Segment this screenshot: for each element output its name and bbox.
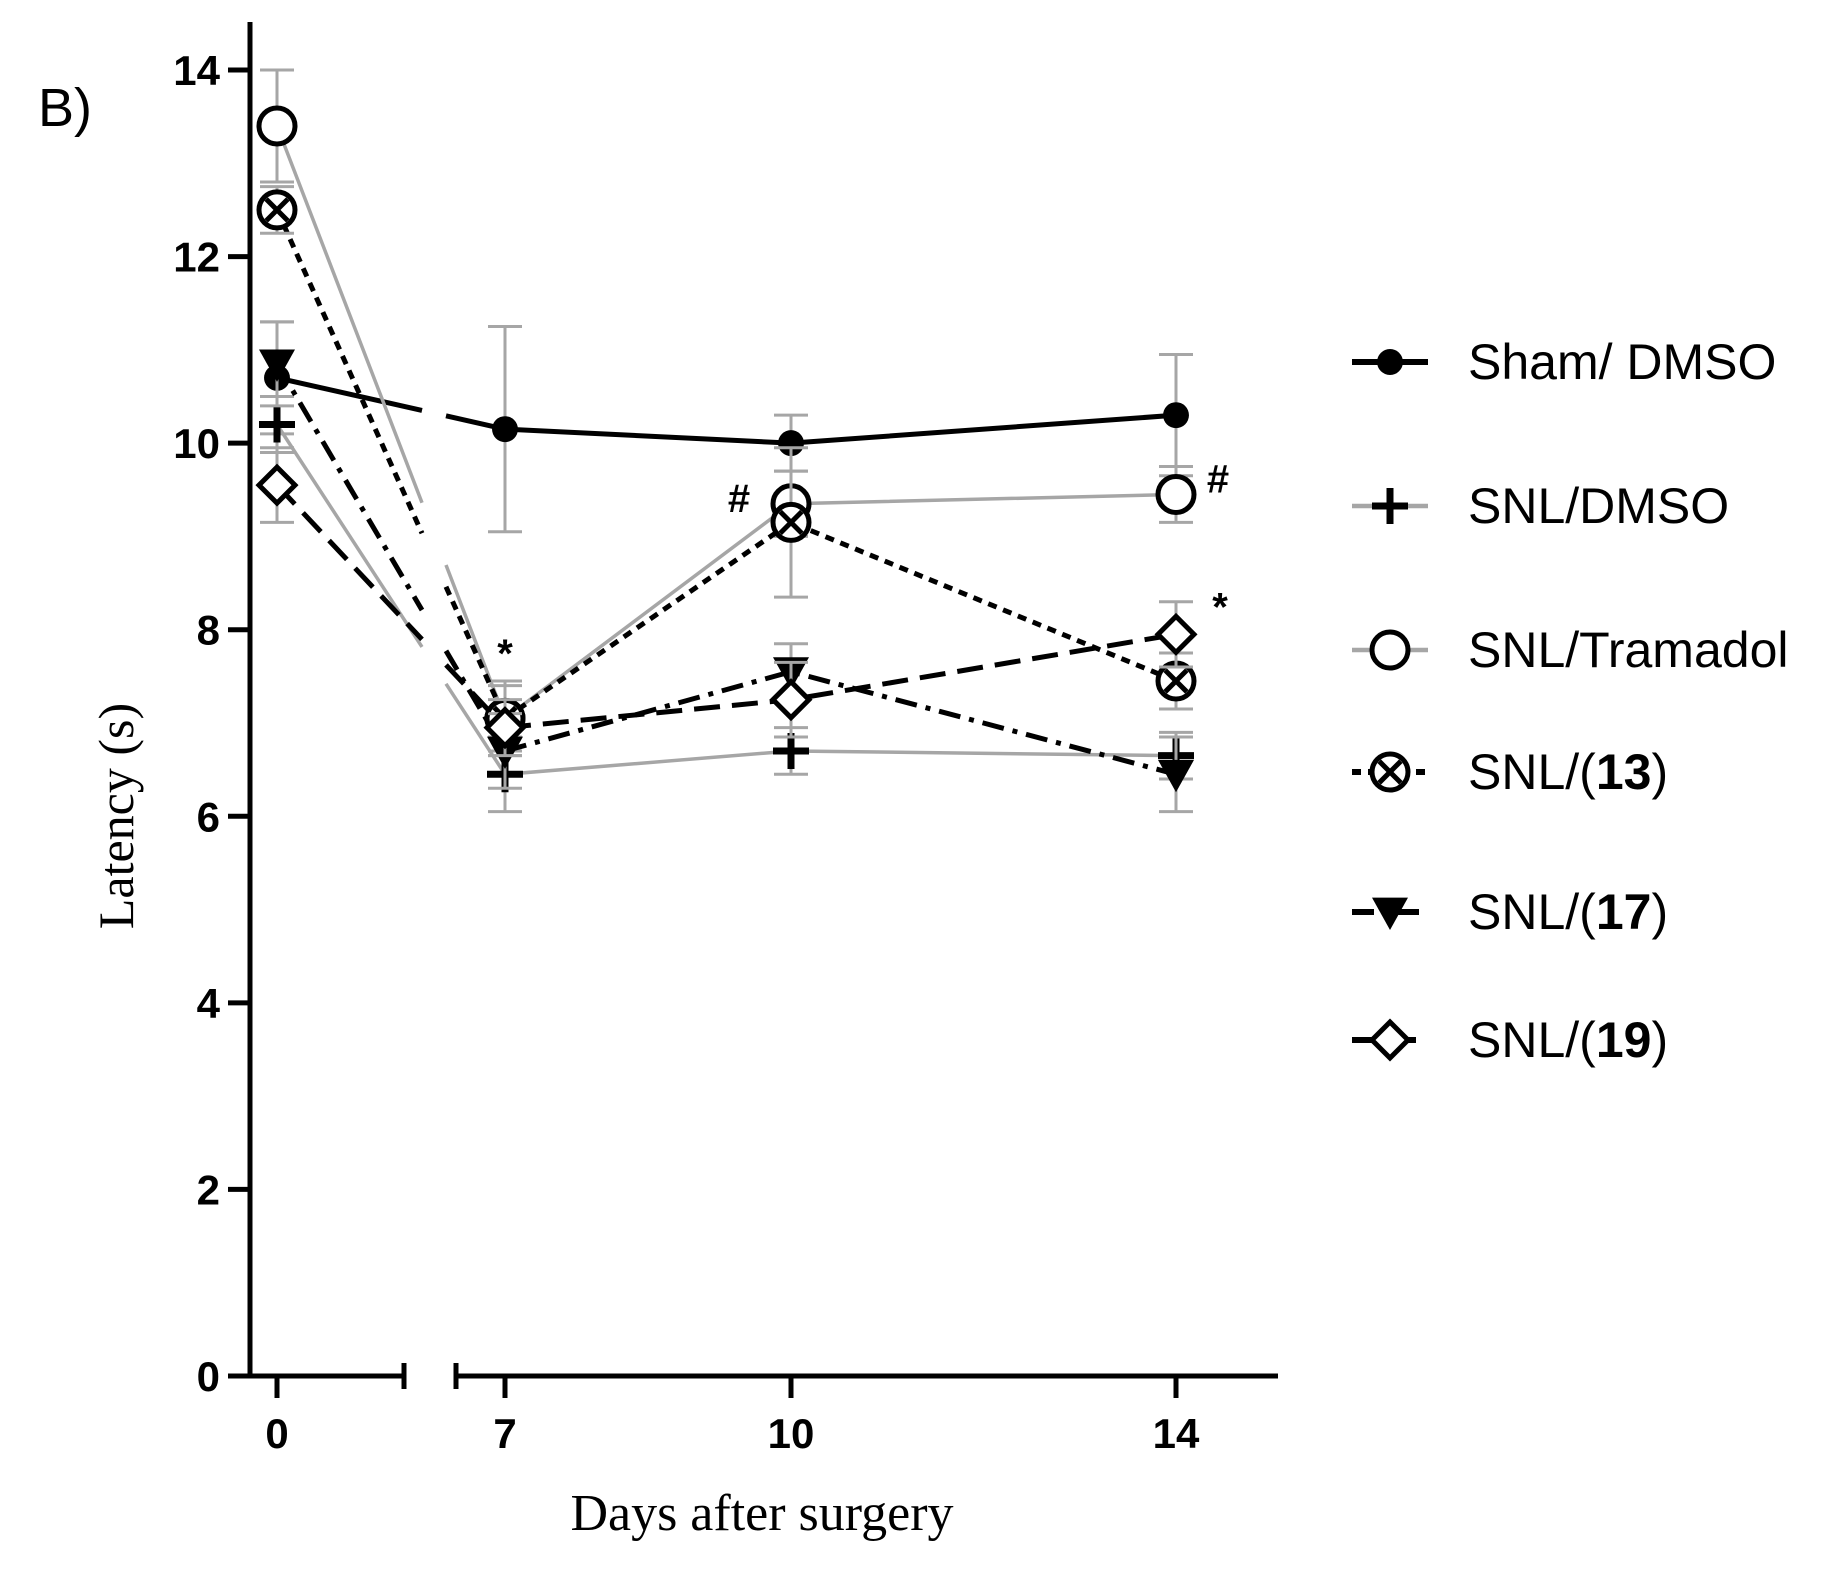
y-tick-label: 12 <box>173 234 220 281</box>
legend-label: SNL/(13) <box>1468 744 1668 800</box>
marker-open-circle <box>256 105 298 147</box>
series-line <box>503 519 1177 721</box>
marker-open-diamond <box>483 706 527 750</box>
legend-label-text: Sham/ DMSO <box>1468 334 1776 390</box>
marker-open-diamond <box>769 678 813 722</box>
legend-item: SNL/(13) <box>1352 744 1668 800</box>
marker-open-circle <box>1369 629 1411 671</box>
annotations-group: * # # * <box>497 457 1229 676</box>
series-line <box>504 412 1177 446</box>
x-tick-label: 0 <box>265 1410 288 1457</box>
series-line <box>504 669 1177 777</box>
legend-label-suffix: ) <box>1651 884 1668 940</box>
panel-label: B) <box>38 78 92 138</box>
series-line-segment <box>274 362 425 612</box>
marker-filled-circle <box>1377 349 1403 375</box>
annotation-mark: # <box>1207 457 1229 501</box>
legend-label-bold: 17 <box>1596 884 1652 940</box>
series-group <box>255 68 1198 814</box>
marker-open-diamond <box>1154 612 1198 656</box>
legend-label: SNL/(17) <box>1468 884 1668 940</box>
marker-open-circle <box>1155 473 1197 515</box>
marker-open-diamond <box>1368 1018 1412 1062</box>
legend-label: SNL/(19) <box>1468 1012 1668 1068</box>
legend-item: SNL/(19) <box>1352 1012 1668 1068</box>
legend-label-text: SNL/( <box>1468 1012 1596 1068</box>
x-tick-label: 7 <box>493 1410 516 1457</box>
y-tick-label: 8 <box>197 607 220 654</box>
axes: 0 2 4 6 8 10 12 14 0 7 10 14 <box>173 22 1278 1457</box>
series-snl-17- <box>259 320 1194 814</box>
legend-label-text: SNL/( <box>1468 884 1596 940</box>
marker-circle-x <box>1377 759 1403 785</box>
legend-label-suffix: ) <box>1651 1012 1668 1068</box>
y-axis-label: Latency (s) <box>88 703 144 929</box>
marker-filled-circle <box>1163 402 1189 429</box>
legend-label-suffix: ) <box>1651 744 1668 800</box>
series-line-segment <box>275 483 424 642</box>
marker-filled-circle <box>778 430 804 457</box>
series-line-segment <box>444 682 507 776</box>
x-axis-label: Days after surgery <box>570 1485 953 1542</box>
annotation-mark: * <box>1212 585 1228 629</box>
legend-label: Sham/ DMSO <box>1468 334 1776 390</box>
series-snl-13- <box>256 185 1197 753</box>
series-line-segment <box>276 375 423 413</box>
legend-item: Sham/ DMSO <box>1352 334 1776 390</box>
series-line-segment <box>274 208 425 535</box>
legend-item: SNL/Tramadol <box>1352 622 1788 678</box>
series-line-segment <box>444 663 507 730</box>
y-tick-label: 10 <box>173 420 220 467</box>
marker-open-diamond <box>255 463 299 507</box>
series-line <box>504 631 1177 731</box>
series-snl-19- <box>255 446 1198 758</box>
series-line-segment <box>275 125 424 504</box>
marker-down-triangle <box>1372 897 1408 930</box>
marker-circle-x <box>778 509 804 536</box>
y-tick-label: 0 <box>197 1353 220 1400</box>
annotation-mark: * <box>497 632 513 676</box>
series-line <box>504 749 1177 777</box>
annotation-mark: # <box>728 477 750 521</box>
legend-label: SNL/DMSO <box>1468 478 1729 534</box>
legend-label-text: SNL/( <box>1468 744 1596 800</box>
x-tick-label: 14 <box>1153 1410 1200 1457</box>
series-sham-dmso <box>260 320 1193 534</box>
y-tick-label: 4 <box>197 980 221 1027</box>
legend-item: SNL/DMSO <box>1352 478 1729 534</box>
marker-circle-x <box>1163 668 1189 694</box>
x-tick-label: 10 <box>768 1410 815 1457</box>
legend-label: SNL/Tramadol <box>1468 622 1788 678</box>
marker-down-triangle <box>259 349 295 382</box>
legend-label-text: SNL/DMSO <box>1468 478 1729 534</box>
y-tick-label: 6 <box>197 793 220 840</box>
legend-item: SNL/(17) <box>1352 884 1668 940</box>
y-tick-label: 14 <box>173 47 220 94</box>
series-snl-dmso <box>259 395 1194 814</box>
marker-circle-x <box>264 197 290 223</box>
legend-label-bold: 13 <box>1596 744 1652 800</box>
marker-down-triangle <box>1158 759 1194 793</box>
series-line-segment <box>443 585 508 720</box>
y-tick-label: 2 <box>197 1166 220 1213</box>
series-line-segment <box>275 423 424 648</box>
legend-label-text: SNL/Tramadol <box>1468 622 1788 678</box>
legend-label-bold: 19 <box>1596 1012 1652 1068</box>
legend: Sham/ DMSOSNL/DMSOSNL/TramadolSNL/(13)SN… <box>1352 334 1788 1068</box>
marker-filled-circle <box>492 416 518 443</box>
